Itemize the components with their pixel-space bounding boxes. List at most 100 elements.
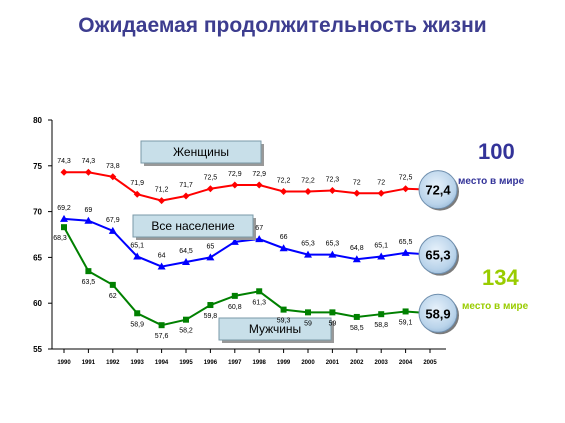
data-point <box>328 250 337 258</box>
series-box <box>218 317 332 341</box>
end-badge <box>418 170 458 210</box>
data-label: 72,3 <box>326 177 340 184</box>
women-rank-number: 100 <box>478 139 515 164</box>
data-label: 58,9 <box>130 321 144 328</box>
series-name-label: Все население <box>151 219 235 233</box>
data-label: 64,5 <box>179 248 193 255</box>
page-title: Ожидаемая продолжительность жизни <box>78 14 487 37</box>
women-rank-label: место в мире <box>458 176 525 187</box>
data-label: 68,3 <box>53 235 67 242</box>
data-label: 58,8 <box>374 322 388 329</box>
data-point <box>231 181 239 189</box>
y-tick-label: 60 <box>33 299 42 308</box>
data-point <box>280 187 288 195</box>
x-tick-label: 2004 <box>399 360 413 366</box>
x-tick-label: 1990 <box>57 360 71 366</box>
data-label: 65 <box>207 243 215 250</box>
data-label: 74,3 <box>57 158 71 165</box>
x-tick-label: 1991 <box>82 360 96 366</box>
data-label: 63,5 <box>82 279 96 286</box>
series-line <box>63 217 431 268</box>
data-label: 59,8 <box>204 313 218 320</box>
data-point <box>158 197 166 205</box>
data-label: 59 <box>329 320 337 327</box>
x-tick-label: 2000 <box>301 360 315 366</box>
data-label: 59,3 <box>277 318 291 325</box>
data-point <box>402 185 410 193</box>
end-badge <box>418 235 458 275</box>
data-point <box>305 309 311 316</box>
data-point <box>402 308 409 315</box>
series-line <box>63 226 431 327</box>
data-point <box>182 257 190 265</box>
data-point <box>304 250 312 258</box>
data-point <box>230 237 239 245</box>
y-tick-label: 80 <box>33 116 42 125</box>
data-label: 67 <box>255 225 263 232</box>
data-label: 72,9 <box>252 171 266 178</box>
data-point <box>133 252 142 260</box>
men-rank-label: место в мире <box>462 301 529 312</box>
data-point <box>329 309 336 316</box>
x-tick-label: 2003 <box>375 360 389 366</box>
data-point <box>304 187 312 195</box>
x-tick-label: 1993 <box>131 360 145 366</box>
x-tick-label: 1996 <box>204 360 218 366</box>
end-badge-label: 58,9 <box>425 306 450 321</box>
data-label: 59 <box>304 320 312 327</box>
data-point <box>328 187 336 195</box>
data-point <box>256 288 263 295</box>
data-point <box>353 189 361 197</box>
data-label: 65,3 <box>326 241 340 248</box>
data-point <box>61 224 67 231</box>
data-label: 72,5 <box>204 175 218 182</box>
x-tick-label: 1992 <box>106 360 120 366</box>
data-label: 72,2 <box>301 177 315 184</box>
series-name-label: Женщины <box>173 145 229 159</box>
x-tick-label: 1997 <box>228 360 242 366</box>
data-label: 65,5 <box>399 239 413 246</box>
data-label: 60,8 <box>228 304 242 311</box>
data-label: 72 <box>377 179 385 186</box>
series-name-label: Мужчины <box>249 322 301 336</box>
series-box <box>140 140 262 164</box>
end-badge-label: 65,3 <box>425 248 450 263</box>
data-label: 71,2 <box>155 187 169 194</box>
data-label: 58,5 <box>350 325 364 332</box>
data-point <box>183 316 189 323</box>
data-point <box>108 226 117 234</box>
data-label: 64,8 <box>350 245 364 252</box>
data-point <box>378 311 385 318</box>
data-point <box>109 281 116 288</box>
data-point <box>60 214 68 222</box>
data-point <box>134 310 141 317</box>
data-point <box>279 244 288 252</box>
x-tick-label: 2001 <box>326 360 340 366</box>
x-tick-label: 1994 <box>155 360 169 366</box>
data-point <box>255 235 264 243</box>
data-label: 59,1 <box>399 319 413 326</box>
data-point <box>353 313 360 320</box>
end-badge-label: 72,4 <box>425 183 451 198</box>
data-label: 72,5 <box>399 175 413 182</box>
series-box <box>132 214 254 238</box>
data-point <box>182 192 190 200</box>
data-label: 62 <box>109 293 117 300</box>
data-label: 71,9 <box>130 180 144 187</box>
x-tick-label: 1999 <box>277 360 291 366</box>
data-label: 72 <box>353 179 361 186</box>
data-point <box>133 190 141 198</box>
y-tick-label: 70 <box>33 208 42 217</box>
series-line <box>64 171 431 202</box>
data-point <box>157 262 166 270</box>
x-tick-label: 1995 <box>179 360 193 366</box>
data-label: 65,1 <box>374 242 388 249</box>
data-point <box>84 216 93 224</box>
end-badge <box>418 293 458 333</box>
data-label: 74,3 <box>82 158 96 165</box>
data-label: 61,3 <box>252 299 266 306</box>
y-tick-label: 75 <box>33 162 42 171</box>
data-point <box>206 253 215 261</box>
y-tick-label: 55 <box>33 345 42 354</box>
x-tick-label: 2005 <box>423 360 437 366</box>
